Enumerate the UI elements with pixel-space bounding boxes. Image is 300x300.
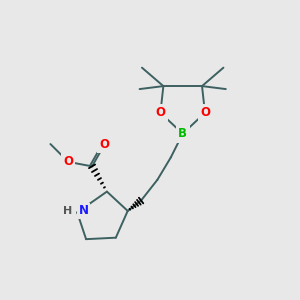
- Text: N: N: [79, 204, 89, 218]
- Text: H: H: [64, 206, 73, 216]
- Text: O: O: [155, 106, 165, 119]
- Text: O: O: [63, 155, 73, 168]
- Text: O: O: [99, 138, 109, 151]
- Text: O: O: [200, 106, 210, 119]
- Text: B: B: [178, 127, 187, 140]
